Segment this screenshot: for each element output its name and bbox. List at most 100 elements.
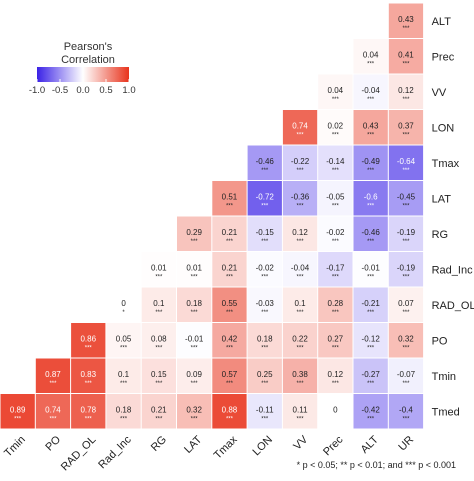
- cell-significance: ***: [332, 345, 340, 351]
- cell-fill: [318, 216, 353, 251]
- heatmap-cell: 0.04 ***: [353, 39, 388, 74]
- cell-value: 0.51: [222, 192, 238, 201]
- legend-tick-label: 0.0: [76, 85, 89, 96]
- heatmap-cell: 0.21 ***: [141, 394, 176, 429]
- cell-fill: [353, 394, 388, 429]
- heatmap-cell: -0.12 ***: [353, 323, 388, 358]
- x-axis-label: Tmax: [212, 433, 240, 461]
- cell-fill: [71, 358, 106, 393]
- heatmap-cell: 0.41 ***: [388, 39, 424, 74]
- cell-fill: [388, 287, 424, 322]
- legend-tick-label: 1.0: [122, 85, 135, 96]
- cell-fill: [212, 216, 247, 251]
- cell-fill: [247, 323, 282, 358]
- cell-significance: ***: [332, 132, 340, 138]
- cell-fill: [353, 145, 388, 180]
- cell-fill: [282, 394, 318, 429]
- y-axis-label: PO: [432, 335, 448, 347]
- heatmap-cell: 0.11 ***: [282, 394, 318, 429]
- cell-fill: [318, 74, 353, 109]
- cell-value: 0.55: [222, 299, 238, 308]
- x-axis-label: Rad_Inc: [96, 433, 134, 471]
- cell-fill: [177, 358, 212, 393]
- significance-footnote: * p < 0.05; ** p < 0.01; and *** p < 0.0…: [297, 460, 456, 470]
- heatmap-cell: 0.22 ***: [282, 323, 318, 358]
- cell-value: -0.42: [362, 405, 381, 414]
- cell-fill: [282, 110, 318, 145]
- cell-value: -0.12: [362, 334, 381, 343]
- cell-fill: [177, 252, 212, 287]
- cell-fill: [388, 394, 424, 429]
- cell-fill: [106, 287, 141, 322]
- cell-fill: [353, 39, 388, 74]
- cell-fill: [141, 358, 176, 393]
- cell-value: 0.87: [45, 370, 61, 379]
- cell-value: 0.43: [363, 121, 379, 130]
- heatmap-cell: 0.55 ***: [212, 287, 247, 322]
- heatmap-cell: 0.32 ***: [388, 323, 424, 358]
- cell-significance: ***: [261, 274, 269, 280]
- heatmap-cell: 0.74 ***: [35, 394, 71, 429]
- y-axis-label: LAT: [432, 193, 452, 205]
- heatmap-cell: 0.12 ***: [388, 74, 424, 109]
- cell-significance: ***: [367, 310, 375, 316]
- cell-significance: ***: [332, 274, 340, 280]
- cell-significance: ***: [261, 168, 269, 174]
- heatmap-cell: 0.18 ***: [106, 394, 141, 429]
- cell-value: 0.18: [257, 334, 273, 343]
- cell-fill: [106, 323, 141, 358]
- cell-fill: [388, 39, 424, 74]
- legend-title-line1: Pearson's: [64, 41, 113, 53]
- cell-value: 0.27: [328, 334, 344, 343]
- heatmap-cell: 0.01 ***: [141, 252, 176, 287]
- cell-fill: [282, 358, 318, 393]
- cell-value: 0.37: [398, 121, 414, 130]
- cell-value: -0.14: [326, 157, 345, 166]
- heatmap-cell: 0.74 ***: [282, 110, 318, 145]
- cell-significance: ***: [226, 274, 234, 280]
- cell-value: 0.57: [222, 370, 238, 379]
- cell-significance: ***: [226, 203, 234, 209]
- cell-significance: ***: [402, 345, 410, 351]
- cell-fill: [247, 394, 282, 429]
- y-axis-label: Rad_Inc: [432, 264, 473, 276]
- cell-significance: ***: [402, 168, 410, 174]
- cell-fill: [247, 216, 282, 251]
- cell-value: 0.32: [186, 405, 202, 414]
- y-axis-label: LON: [432, 122, 455, 134]
- cell-value: -0.11: [256, 405, 274, 414]
- heatmap-cell: 0.09 ***: [177, 358, 212, 393]
- cell-value: 0.21: [151, 405, 167, 414]
- cell-significance: ***: [367, 381, 375, 387]
- cell-value: -0.02: [326, 228, 345, 237]
- heatmap-cell: -0.49 ***: [353, 145, 388, 180]
- heatmap-cell: -0.46 ***: [353, 216, 388, 251]
- cell-fill: [177, 323, 212, 358]
- cell-fill: [247, 181, 282, 216]
- cell-fill: [353, 216, 388, 251]
- heatmap-cell: 0.08 ***: [141, 323, 176, 358]
- cell-value: 0.15: [151, 370, 167, 379]
- cell-significance: ***: [191, 345, 199, 351]
- heatmap-cell: -0.4 ***: [388, 394, 424, 429]
- cell-fill: [177, 394, 212, 429]
- x-axis-label: Tmin: [2, 434, 28, 460]
- cell-value: 0.42: [222, 334, 238, 343]
- heatmap-cell: 0.1 ***: [106, 358, 141, 393]
- cell-significance: ***: [297, 239, 305, 245]
- cell-value: 0.12: [328, 370, 344, 379]
- cell-value: 0.74: [45, 405, 61, 414]
- cell-fill: [282, 287, 318, 322]
- x-axis-label: Prec: [321, 433, 346, 458]
- heatmap-cell: -0.02 ***: [247, 252, 282, 287]
- cell-significance: ***: [14, 416, 22, 422]
- cell-fill: [106, 394, 141, 429]
- color-legend: Pearson's Correlation -1.0 -0.5 0.0 0.5 1.0: [29, 41, 136, 96]
- heatmap-cell: -0.04 ***: [353, 74, 388, 109]
- cell-significance: ***: [191, 274, 199, 280]
- cell-significance: ***: [191, 310, 199, 316]
- y-axis-label: Tmed: [432, 406, 460, 418]
- cell-value: 0.25: [257, 370, 273, 379]
- x-axis-label: UR: [396, 434, 416, 454]
- cell-value: 0.86: [80, 334, 96, 343]
